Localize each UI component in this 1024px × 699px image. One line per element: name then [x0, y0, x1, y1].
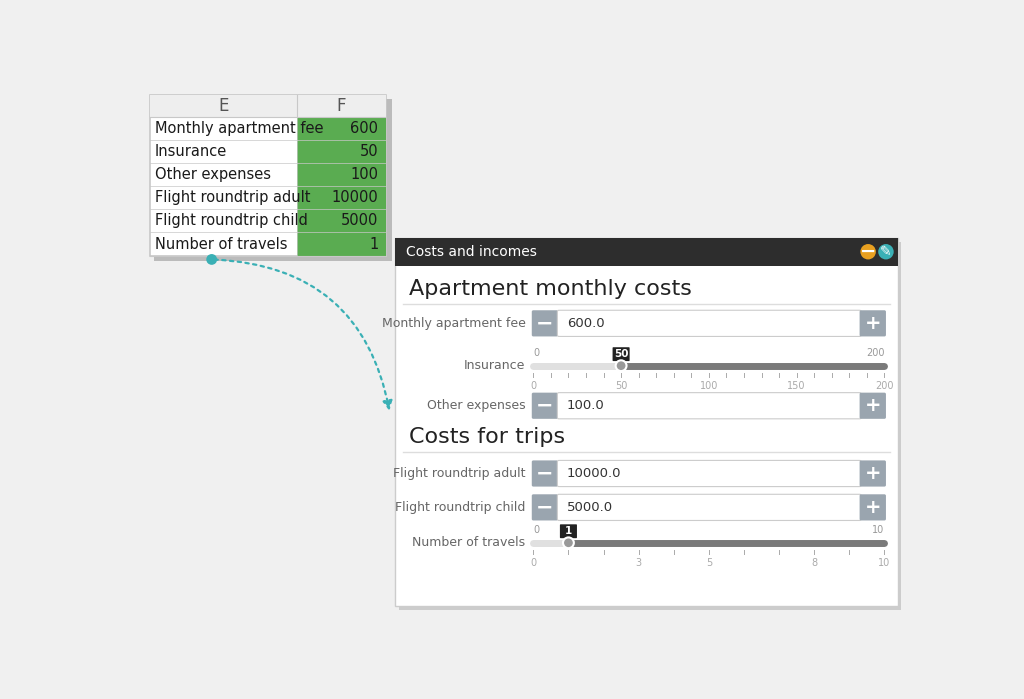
FancyBboxPatch shape: [531, 393, 558, 419]
Text: +: +: [864, 498, 881, 517]
Bar: [297, 163, 386, 187]
FancyBboxPatch shape: [531, 310, 558, 336]
Text: 600.0: 600.0: [566, 317, 604, 330]
FancyBboxPatch shape: [557, 461, 861, 487]
Text: Flight roundtrip child: Flight roundtrip child: [395, 501, 525, 514]
Bar: [395, 238, 898, 606]
FancyBboxPatch shape: [531, 461, 558, 487]
Text: E: E: [218, 97, 228, 115]
Bar: [297, 210, 386, 233]
Text: −: −: [537, 313, 554, 333]
Circle shape: [563, 538, 573, 548]
Text: 100.0: 100.0: [566, 399, 604, 412]
Text: 50: 50: [359, 144, 378, 159]
Text: Apartment monthly costs: Apartment monthly costs: [410, 280, 692, 299]
Text: Number of travels: Number of travels: [155, 236, 288, 252]
Circle shape: [615, 360, 627, 371]
Text: 5000.0: 5000.0: [566, 501, 612, 514]
Text: +: +: [864, 314, 881, 333]
Text: Costs for trips: Costs for trips: [410, 427, 565, 447]
Text: Flight roundtrip adult: Flight roundtrip adult: [393, 467, 525, 480]
Text: −: −: [537, 498, 554, 517]
Bar: [297, 233, 386, 256]
Bar: [154, 99, 391, 261]
Text: F: F: [337, 97, 346, 115]
Text: 5: 5: [706, 559, 712, 568]
Text: Costs and incomes: Costs and incomes: [407, 245, 538, 259]
Bar: [150, 96, 386, 117]
Text: Other expenses: Other expenses: [155, 167, 271, 182]
Text: 5000: 5000: [341, 213, 378, 229]
FancyBboxPatch shape: [557, 393, 861, 419]
Text: Insurance: Insurance: [464, 359, 525, 372]
Bar: [297, 187, 386, 210]
FancyBboxPatch shape: [859, 393, 886, 419]
Text: 10000: 10000: [332, 190, 378, 206]
Text: 50: 50: [613, 349, 629, 359]
FancyBboxPatch shape: [560, 524, 577, 538]
Text: 1: 1: [369, 236, 378, 252]
Text: 0: 0: [534, 348, 540, 359]
Text: Flight roundtrip adult: Flight roundtrip adult: [155, 190, 310, 206]
Text: ✎: ✎: [881, 245, 892, 259]
Text: 1: 1: [565, 526, 572, 536]
Text: Insurance: Insurance: [155, 144, 227, 159]
Bar: [395, 238, 898, 266]
Text: 10000.0: 10000.0: [566, 467, 622, 480]
FancyBboxPatch shape: [859, 494, 886, 521]
Text: Monthly apartment fee: Monthly apartment fee: [382, 317, 525, 330]
Text: 0: 0: [530, 381, 537, 391]
Text: 0: 0: [534, 526, 540, 535]
Text: Monthly apartment fee: Monthly apartment fee: [155, 121, 324, 136]
FancyBboxPatch shape: [557, 310, 861, 336]
Text: 200: 200: [866, 348, 885, 359]
FancyBboxPatch shape: [531, 494, 558, 521]
Text: 10: 10: [879, 559, 891, 568]
Text: 100: 100: [699, 381, 718, 391]
Circle shape: [879, 244, 894, 259]
Text: 50: 50: [614, 381, 628, 391]
FancyBboxPatch shape: [859, 310, 886, 336]
Text: −: −: [537, 396, 554, 416]
Circle shape: [206, 254, 217, 265]
FancyBboxPatch shape: [612, 347, 630, 361]
Bar: [399, 242, 901, 610]
FancyBboxPatch shape: [859, 461, 886, 487]
Text: 100: 100: [350, 167, 378, 182]
Text: 200: 200: [876, 381, 894, 391]
Text: −: −: [537, 463, 554, 484]
Text: Other expenses: Other expenses: [427, 399, 525, 412]
Text: 10: 10: [872, 526, 885, 535]
FancyBboxPatch shape: [557, 494, 861, 521]
Text: +: +: [864, 396, 881, 415]
Text: 0: 0: [530, 559, 537, 568]
Bar: [297, 117, 386, 140]
Text: 3: 3: [636, 559, 642, 568]
Circle shape: [860, 244, 876, 259]
Bar: [150, 96, 386, 256]
Text: −: −: [860, 243, 877, 261]
Text: 8: 8: [811, 559, 817, 568]
Text: +: +: [864, 464, 881, 483]
Bar: [297, 140, 386, 163]
Text: 600: 600: [350, 121, 378, 136]
Text: 150: 150: [787, 381, 806, 391]
Text: Flight roundtrip child: Flight roundtrip child: [155, 213, 308, 229]
Text: Number of travels: Number of travels: [413, 536, 525, 549]
